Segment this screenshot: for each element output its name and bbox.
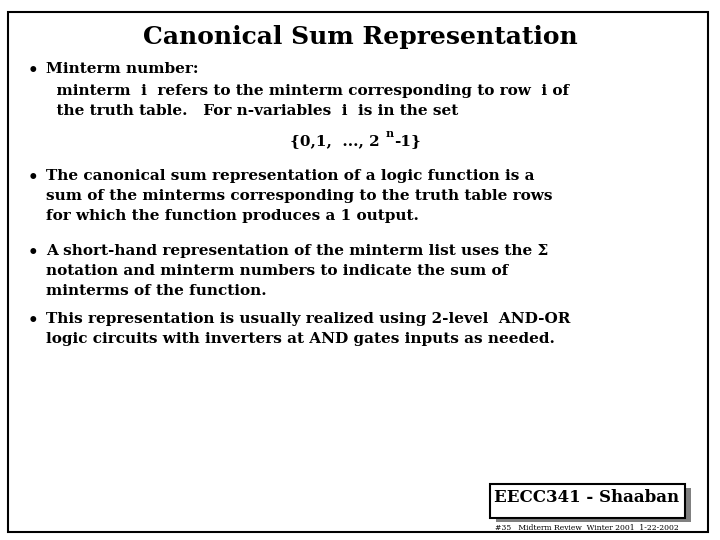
Text: •: • (28, 244, 39, 261)
Text: notation and minterm numbers to indicate the sum of: notation and minterm numbers to indicate… (46, 264, 508, 278)
Text: Canonical Sum Representation: Canonical Sum Representation (143, 25, 577, 49)
Text: •: • (28, 312, 39, 329)
Text: #35   Midterm Review  Winter 2001  1-22-2002: #35 Midterm Review Winter 2001 1-22-2002 (495, 524, 679, 532)
Text: -1}: -1} (394, 134, 421, 148)
Text: •: • (28, 62, 39, 79)
Text: the truth table.   For n-variables  i  is in the set: the truth table. For n-variables i is in… (46, 104, 458, 118)
Text: minterms of the function.: minterms of the function. (46, 284, 266, 298)
Text: This representation is usually realized using 2-level  AND-OR: This representation is usually realized … (46, 312, 570, 326)
Text: minterm  i  refers to the minterm corresponding to row  i of: minterm i refers to the minterm correspo… (46, 84, 569, 98)
FancyBboxPatch shape (496, 488, 691, 522)
FancyBboxPatch shape (8, 12, 708, 532)
Text: •: • (28, 169, 39, 186)
Text: A short-hand representation of the minterm list uses the Σ: A short-hand representation of the minte… (46, 244, 548, 258)
Text: {0,1,  ..., 2: {0,1, ..., 2 (290, 134, 379, 148)
Text: EECC341 - Shaaban: EECC341 - Shaaban (495, 489, 680, 507)
Text: for which the function produces a 1 output.: for which the function produces a 1 outp… (46, 209, 419, 223)
Text: logic circuits with inverters at AND gates inputs as needed.: logic circuits with inverters at AND gat… (46, 332, 555, 346)
Text: The canonical sum representation of a logic function is a: The canonical sum representation of a lo… (46, 169, 534, 183)
Text: n: n (386, 128, 394, 139)
FancyBboxPatch shape (490, 484, 685, 518)
Text: Minterm number:: Minterm number: (46, 62, 199, 76)
Text: sum of the minterms corresponding to the truth table rows: sum of the minterms corresponding to the… (46, 189, 552, 203)
